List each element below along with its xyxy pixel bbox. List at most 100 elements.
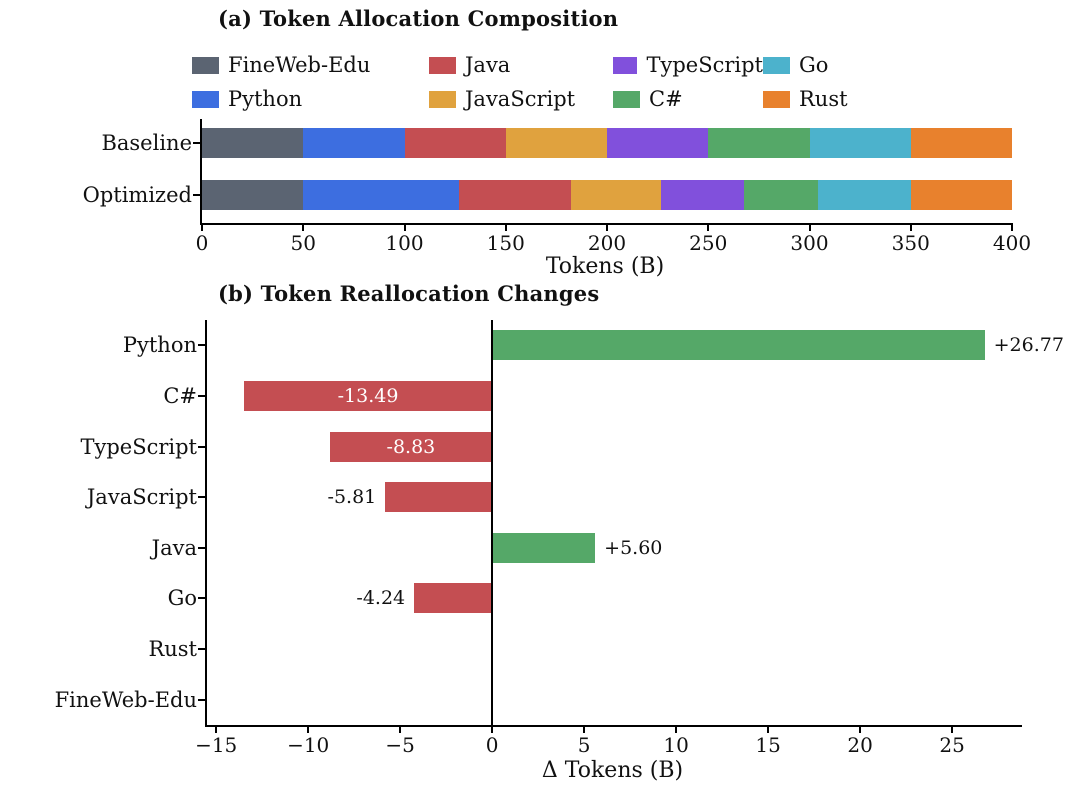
bar-segment xyxy=(303,180,459,210)
x-tick-label: −15 xyxy=(195,733,238,757)
bar-value-label: +26.77 xyxy=(993,334,1064,357)
y-tick-label: FineWeb-Edu xyxy=(54,687,197,712)
y-tick-label: Go xyxy=(167,586,197,611)
legend-item: Java xyxy=(429,50,613,80)
legend-label: JavaScript xyxy=(465,87,576,111)
legend-item: Rust xyxy=(763,84,923,114)
y-tick-mark xyxy=(198,344,205,347)
y-tick-label: TypeScript xyxy=(80,434,197,459)
y-tick-label: Java xyxy=(151,535,197,560)
legend-swatch-icon xyxy=(429,90,456,108)
panel-a-plot: Baseline Optimized 0 50 100 150 200 250 300 350 40… xyxy=(83,119,1031,255)
bar-segment xyxy=(910,180,1012,210)
x-tick-mark xyxy=(606,223,608,231)
x-tick-label: 0 xyxy=(195,231,209,255)
x-tick-label: 300 xyxy=(790,231,829,255)
legend-swatch-icon xyxy=(429,56,456,74)
bar-segment xyxy=(202,128,304,158)
x-tick-mark xyxy=(1011,223,1013,231)
x-tick-mark xyxy=(583,725,586,733)
x-tick-label: 350 xyxy=(891,231,930,255)
x-tick-mark xyxy=(808,223,811,231)
delta-bar xyxy=(414,583,493,614)
bar-segment xyxy=(404,128,506,158)
bar-value-label: -5.81 xyxy=(327,486,377,509)
stacked-bar-row xyxy=(202,128,1012,158)
x-tick-label: 150 xyxy=(486,231,525,255)
legend-label: Java xyxy=(465,53,511,77)
x-tick-mark xyxy=(707,223,710,231)
x-tick-mark xyxy=(215,725,218,733)
x-tick-label: 50 xyxy=(290,231,316,255)
y-tick-mark xyxy=(198,496,205,499)
legend-swatch-icon xyxy=(192,56,219,74)
delta-bar xyxy=(385,482,493,513)
x-tick-mark xyxy=(767,725,770,733)
bar-value-label: -8.83 xyxy=(386,435,436,458)
bar-segment xyxy=(571,180,661,210)
legend-label: Go xyxy=(799,53,829,77)
x-tick-mark xyxy=(909,223,912,231)
y-tick-mark xyxy=(198,546,205,549)
legend-item: C# xyxy=(613,84,763,114)
y-tick-mark xyxy=(198,445,205,448)
x-tick-mark xyxy=(504,223,507,231)
x-tick-label: 100 xyxy=(385,231,424,255)
panel-a-xlabel: Tokens (B) xyxy=(545,254,665,279)
x-tick-label: 400 xyxy=(992,231,1032,255)
x-tick-mark xyxy=(951,725,954,733)
delta-bar xyxy=(329,431,493,462)
x-tick-label: −5 xyxy=(385,733,415,757)
bar-segment xyxy=(303,128,405,158)
bar-segment xyxy=(708,128,810,158)
panel-b-xlabel: Δ Tokens (B) xyxy=(541,758,684,783)
x-tick-mark xyxy=(302,223,305,231)
zero-line xyxy=(491,320,494,725)
x-tick-mark xyxy=(399,725,402,733)
x-tick-label: 250 xyxy=(689,231,728,255)
y-tick-mark xyxy=(193,194,200,196)
x-tick-label: 20 xyxy=(847,733,873,757)
y-tick-mark xyxy=(198,597,205,600)
bar-value-label: +5.60 xyxy=(604,536,663,559)
panel-b-plot: Python +26.77 C# -13.49 TypeScript -8.83 JavaS… xyxy=(55,320,1064,757)
legend-swatch-icon xyxy=(613,90,640,108)
y-tick-mark xyxy=(198,698,205,701)
x-tick-mark xyxy=(201,223,203,231)
legend-item: TypeScript xyxy=(613,50,763,80)
legend-item: Go xyxy=(763,50,923,80)
x-tick-label: 10 xyxy=(663,733,689,757)
bar-segment xyxy=(744,180,819,210)
panel-b-title: (b) Token Reallocation Changes xyxy=(218,281,600,306)
x-tick-label: 5 xyxy=(577,733,591,757)
bar-segment xyxy=(458,180,572,210)
legend-swatch-icon xyxy=(763,56,790,74)
x-tick-label: 0 xyxy=(485,733,499,757)
bar-segment xyxy=(809,128,911,158)
x-tick-mark xyxy=(307,725,310,733)
y-tick-label: Python xyxy=(122,333,197,358)
bar-segment xyxy=(202,180,304,210)
bar-segment xyxy=(818,180,911,210)
legend-label: Rust xyxy=(799,87,848,111)
legend-swatch-icon xyxy=(763,90,790,108)
x-tick-label: −10 xyxy=(287,733,330,757)
y-tick-label: Rust xyxy=(148,637,197,662)
x-tick-mark xyxy=(675,725,678,733)
panel-a-legend: FineWeb-Edu Java TypeScript Go Python JavaScr… xyxy=(192,50,923,114)
x-tick-label: 15 xyxy=(755,733,781,757)
legend-swatch-icon xyxy=(192,90,219,108)
x-tick-mark xyxy=(403,223,406,231)
x-tick-label: 25 xyxy=(939,733,965,757)
x-tick-mark xyxy=(859,725,862,733)
legend-label: FineWeb-Edu xyxy=(228,53,371,77)
y-tick-label: Optimized xyxy=(82,183,192,207)
x-tick-label: 200 xyxy=(587,231,627,255)
y-tick-label: JavaScript xyxy=(86,485,197,510)
bar-segment xyxy=(505,128,607,158)
legend-item: JavaScript xyxy=(429,84,613,114)
y-tick-mark xyxy=(198,648,205,651)
legend-label: Python xyxy=(228,87,303,111)
legend-swatch-icon xyxy=(613,56,638,74)
